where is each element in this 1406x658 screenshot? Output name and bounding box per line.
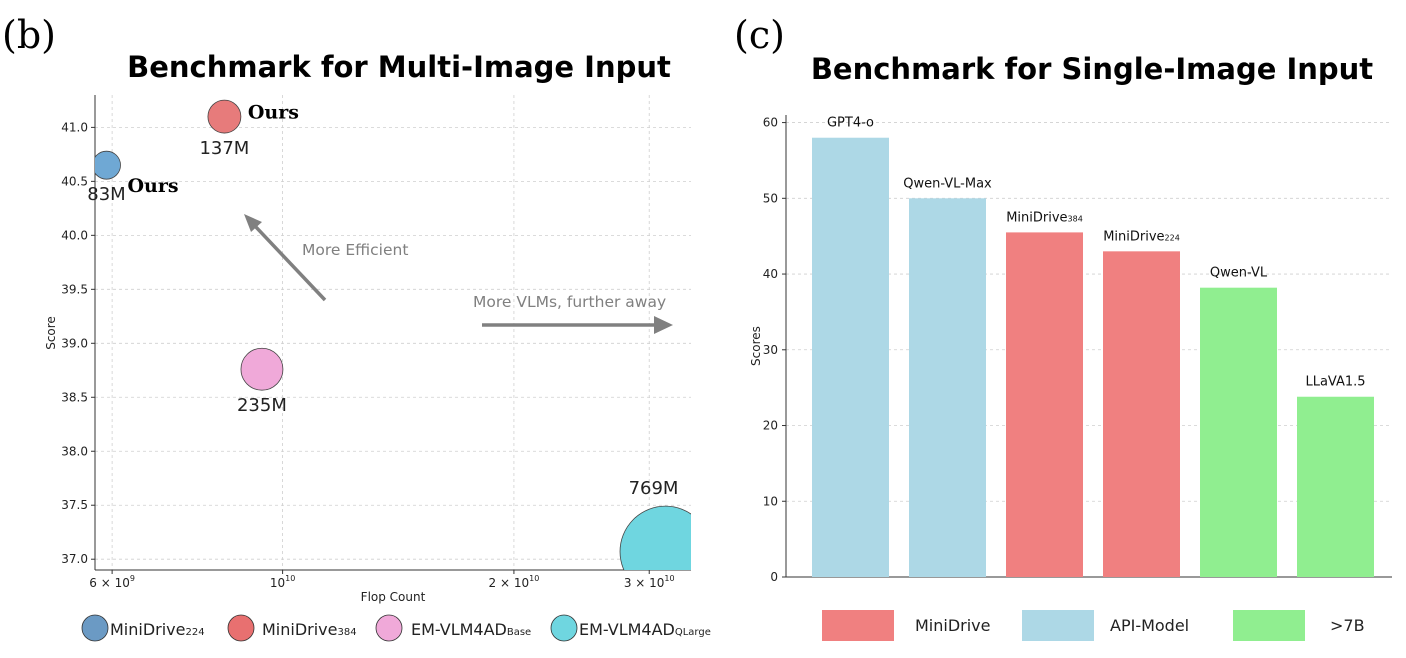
ours-tag: Ours	[128, 175, 179, 197]
legend-marker	[550, 614, 578, 642]
panel-b-legend: MiniDrive224 MiniDrive384 EM-VLM4ADBase EM-…	[81, 614, 711, 642]
legend-entry: API-Model	[1110, 616, 1189, 635]
bar	[1006, 232, 1083, 578]
bubble-params-label: 83M	[87, 184, 125, 205]
panel-c-y-tick-label: 50	[763, 191, 778, 205]
ours-tag: Ours	[248, 102, 299, 124]
panel-b-y-tick-label: 38.0	[61, 444, 88, 458]
panel-b-y-tick-label: 37.0	[61, 552, 88, 566]
panel-b-y-tick-label: 40.0	[61, 228, 88, 242]
legend-marker	[375, 614, 403, 642]
panel-b-ylabel: Score	[44, 316, 58, 350]
bar-label: MiniDrive224	[1103, 229, 1180, 244]
panel-b-y-ticks: 37.0 37.5 38.0 38.5 39.0 39.5 40.0 40.5 41.0	[61, 120, 95, 566]
more-efficient-arrow	[244, 214, 327, 302]
panel-c-grid	[786, 122, 1392, 502]
panel-c-y-tick-label: 40	[763, 267, 778, 281]
bar-label: GPT4-o	[827, 116, 874, 131]
panel-b-x-tick-label: 3 × 1010	[624, 574, 675, 590]
panel-c: (c) Benchmark for Single-Image Input 0 10…	[734, 13, 1392, 641]
legend-entry: >7B	[1330, 616, 1365, 635]
bar	[909, 198, 986, 578]
bar	[1103, 251, 1180, 577]
further-away-label: More VLMs, further away	[473, 293, 666, 311]
legend-entry: EM-VLM4ADQLarge	[579, 620, 711, 639]
more-efficient-label: More Efficient	[302, 241, 408, 259]
panel-c-ylabel: Scores	[749, 326, 763, 366]
panel-b-y-tick-label: 39.5	[61, 282, 88, 296]
bubble-point	[619, 505, 691, 570]
legend-entry: MiniDrive384	[262, 620, 357, 639]
panel-b-x-tick-label: 2 × 1010	[489, 574, 540, 590]
panel-b-x-tick-label: 6 × 109	[89, 574, 135, 590]
panel-c-y-tick-label: 30	[763, 343, 778, 357]
bar	[1297, 396, 1374, 577]
panel-b-y-tick-label: 38.5	[61, 390, 88, 404]
legend-marker	[81, 614, 109, 642]
panel-c-y-tick-label: 0	[770, 570, 778, 584]
panel-c-legend: MiniDrive API-Model >7B	[822, 610, 1365, 641]
bar-label: LLaVA1.5	[1305, 375, 1365, 390]
bubble-point	[240, 347, 284, 391]
panel-c-y-ticks: 0 10 20 30 40 50 60	[763, 116, 786, 584]
legend-swatch	[1022, 610, 1094, 641]
panel-c-title: Benchmark for Single-Image Input	[811, 52, 1373, 86]
panel-b-x-tick-label: 1010	[270, 574, 295, 590]
panel-b-y-tick-label: 37.5	[61, 498, 88, 512]
bar-label: Qwen-VL	[1210, 266, 1268, 281]
legend-swatch	[1233, 610, 1305, 641]
panel-c-label: (c)	[734, 13, 785, 57]
legend-marker	[227, 614, 255, 642]
bar-label: Qwen-VL-Max	[903, 176, 992, 191]
legend-swatch	[822, 610, 894, 641]
panel-c-y-tick-label: 10	[763, 494, 778, 508]
legend-entry: MiniDrive224	[110, 620, 205, 639]
bubble-point	[95, 150, 121, 180]
panel-c-y-tick-label: 60	[763, 116, 778, 130]
panel-b-x-ticks: 6 × 109 1010 2 × 1010 3 × 1010	[89, 570, 675, 590]
bar	[812, 137, 889, 577]
bar	[1200, 287, 1277, 577]
bubble-params-label: 137M	[199, 138, 249, 159]
further-away-arrow	[482, 316, 673, 334]
panel-c-y-tick-label: 20	[763, 419, 778, 433]
panel-b-xlabel: Flop Count	[361, 590, 426, 604]
bar-label: MiniDrive384	[1006, 210, 1083, 225]
legend-entry: EM-VLM4ADBase	[411, 620, 531, 639]
panel-b-title: Benchmark for Multi-Image Input	[127, 50, 671, 84]
panel-b-grid	[95, 95, 691, 570]
bubble-point	[207, 99, 242, 134]
panel-b-y-tick-label: 40.5	[61, 174, 88, 188]
bubble-params-label: 769M	[629, 478, 679, 499]
bubble-params-label: 235M	[237, 395, 287, 416]
panel-b-y-tick-label: 41.0	[61, 120, 88, 134]
panel-c-bars: GPT4-o Qwen-VL-Max MiniDrive384 MiniDrive22…	[812, 116, 1374, 578]
panel-b-y-tick-label: 39.0	[61, 336, 88, 350]
legend-entry: MiniDrive	[915, 616, 991, 635]
panel-b-points	[95, 99, 691, 570]
panel-b: (b) Benchmark for Multi-Image Input 37.0…	[2, 13, 711, 642]
panel-b-label: (b)	[2, 13, 56, 57]
